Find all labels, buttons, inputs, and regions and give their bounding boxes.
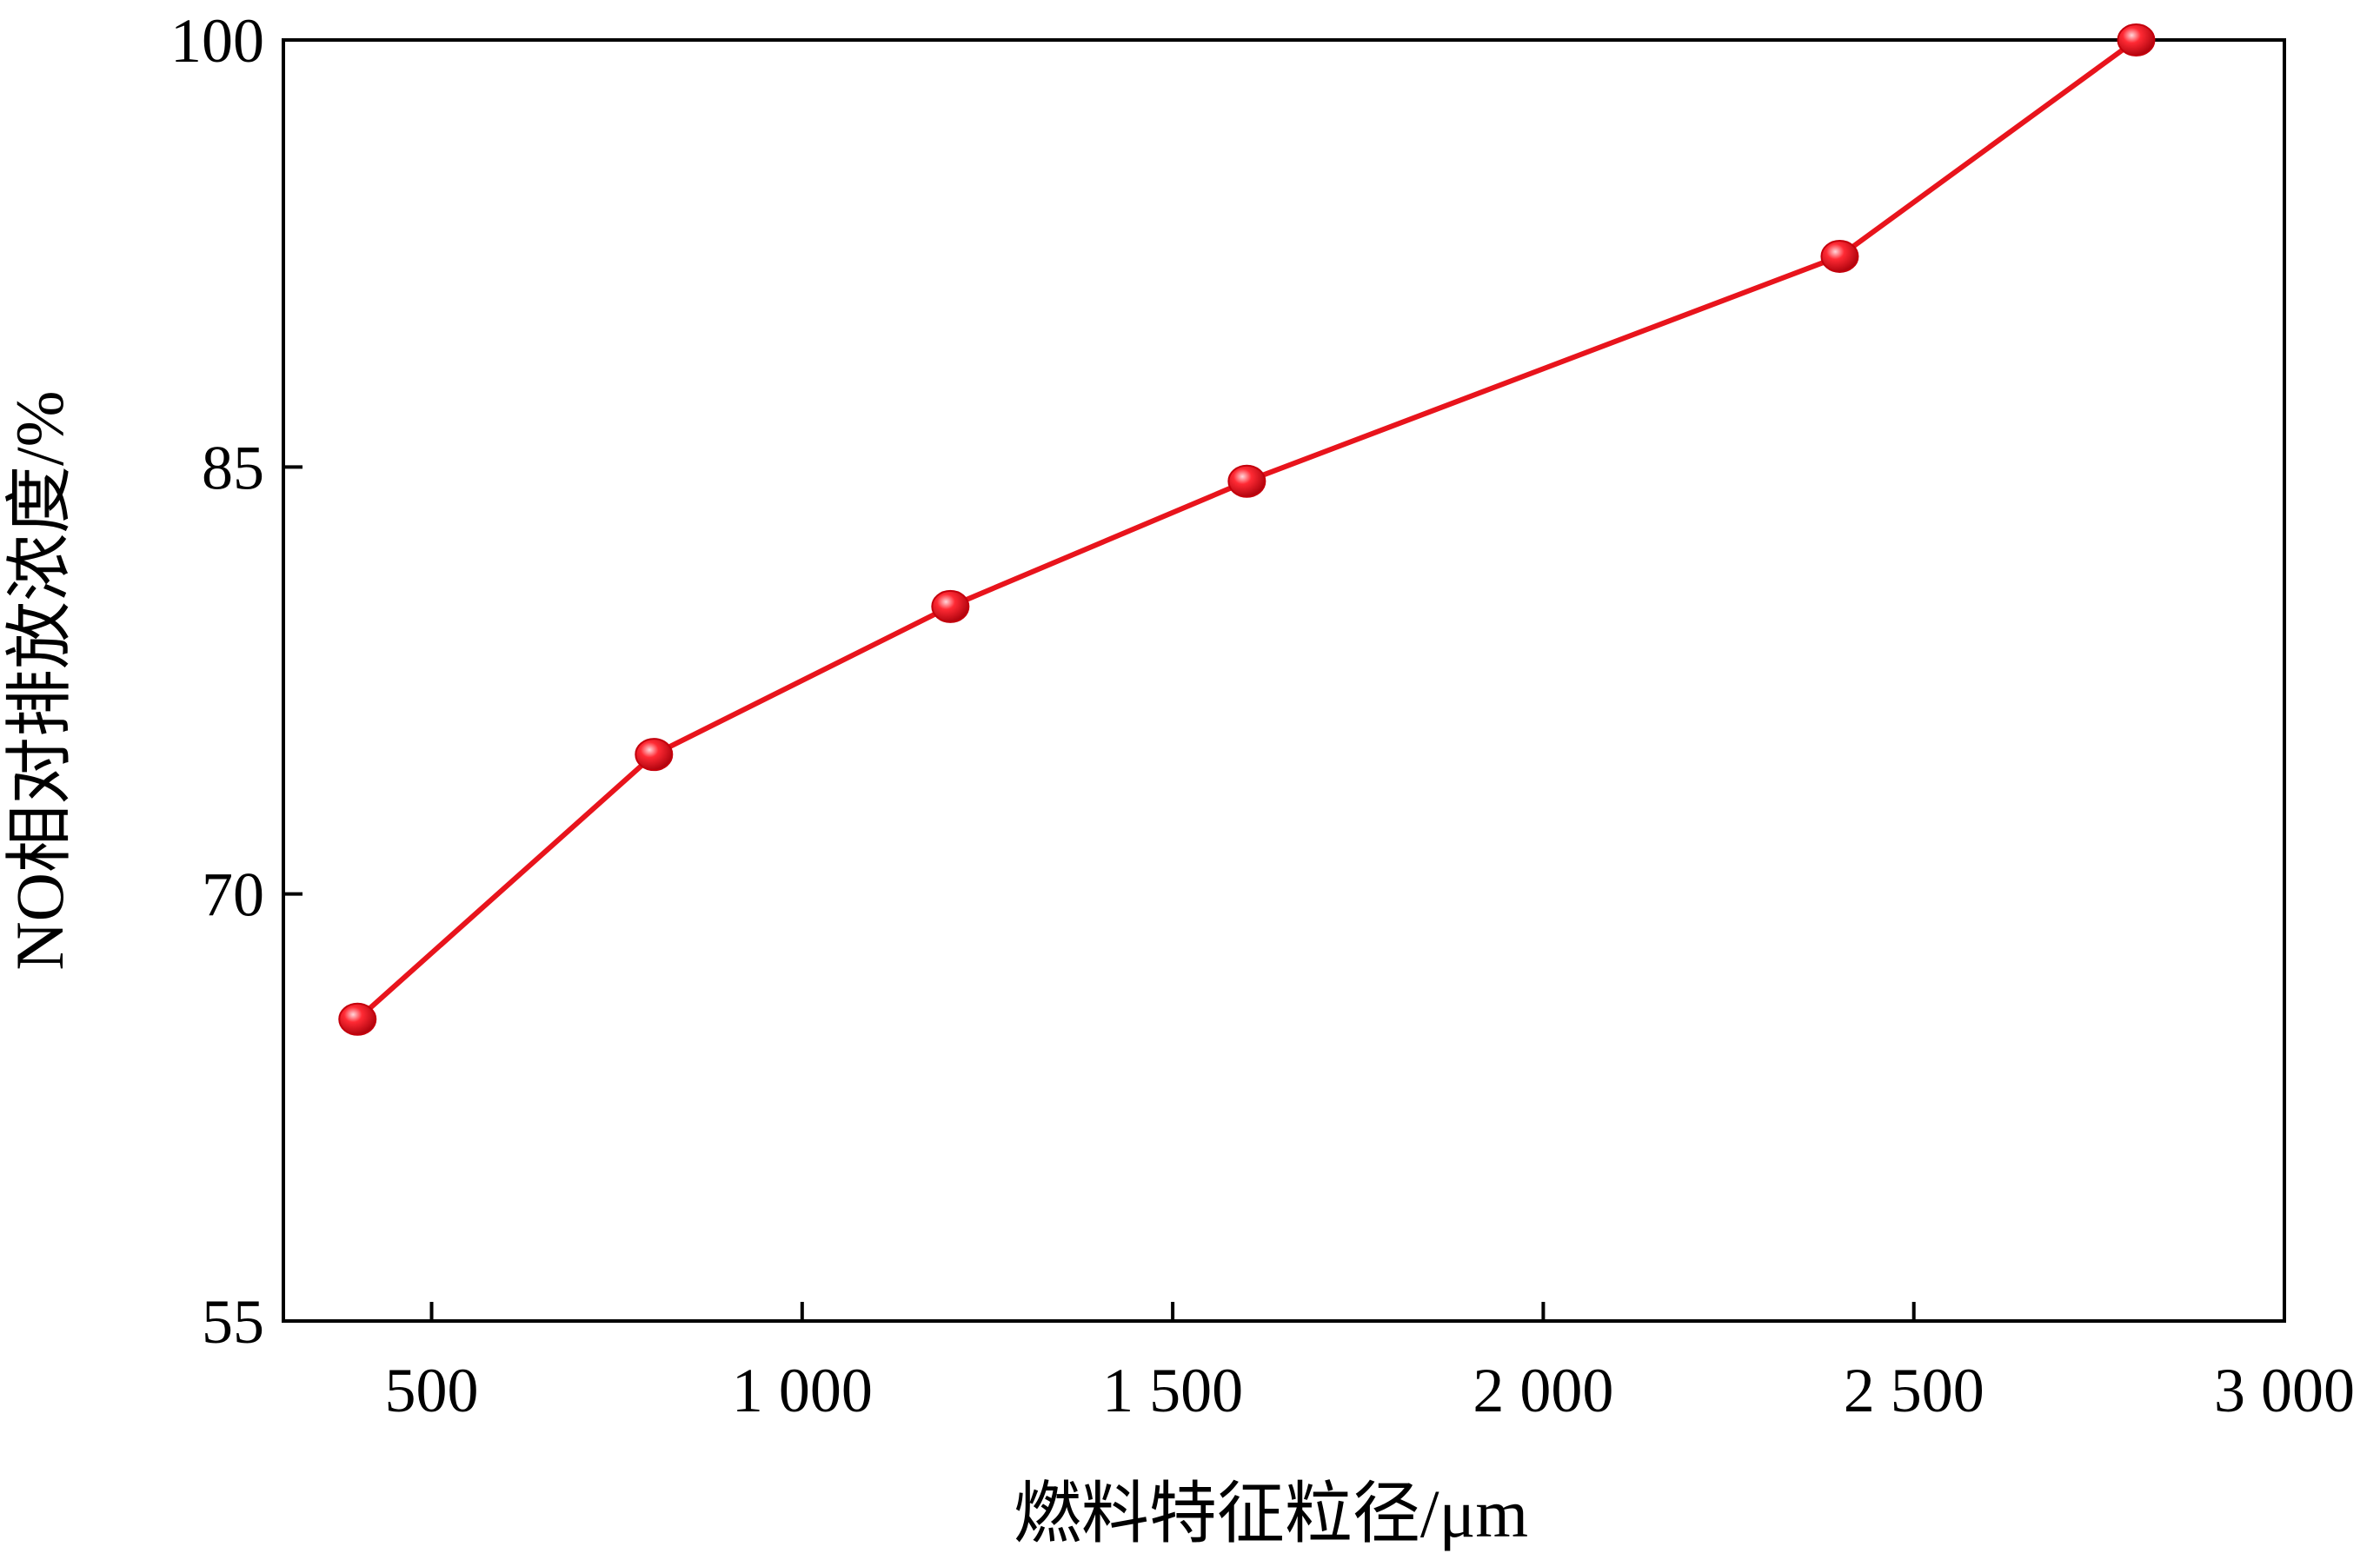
y-axis-title: NO相对排放浓度/% <box>2 390 77 970</box>
x-axis-title: 燃料特征粒径/μm <box>1014 1476 1528 1551</box>
x-axis-ticks: 500 1 000 1 500 2 000 2 500 3 000 <box>385 1302 2355 1425</box>
y-tick-label: 100 <box>170 6 264 76</box>
data-point <box>931 589 970 623</box>
plot-frame <box>282 38 2286 1323</box>
data-point <box>1227 464 1266 498</box>
x-tick-label: 3 000 <box>2214 1356 2355 1425</box>
y-tick-label: 55 <box>202 1287 264 1357</box>
data-point <box>1820 239 1859 273</box>
x-tick-label: 1 500 <box>1102 1356 1243 1425</box>
y-tick-label: 85 <box>202 433 264 502</box>
data-point <box>2117 23 2156 56</box>
series-line <box>356 37 2138 1022</box>
y-axis-ticks: 55 70 85 100 <box>170 6 302 1357</box>
series-group <box>338 23 2156 1036</box>
x-tick-label: 500 <box>385 1356 479 1425</box>
x-tick-label: 2 500 <box>1844 1356 1984 1425</box>
y-tick-label: 70 <box>202 860 264 930</box>
data-point <box>635 738 674 772</box>
x-tick-label: 1 000 <box>732 1356 873 1425</box>
data-point <box>338 1002 377 1036</box>
x-tick-label: 2 000 <box>1473 1356 1613 1425</box>
